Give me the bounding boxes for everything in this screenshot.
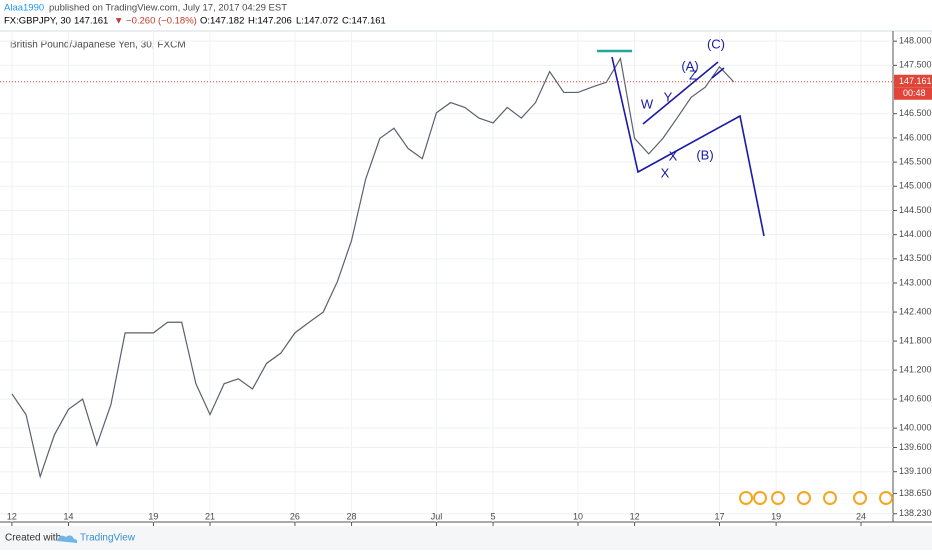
- y-tick-label: 141.200: [899, 364, 932, 374]
- x-tick-label: 19: [771, 511, 781, 521]
- wave-label: (C): [707, 36, 725, 51]
- price-line: [11, 56, 735, 479]
- x-tick-label: 12: [7, 511, 17, 521]
- y-tick-label: 145.500: [899, 156, 932, 166]
- countdown-label: 00:48: [903, 88, 926, 98]
- event-icon[interactable]: [879, 491, 893, 505]
- event-icon[interactable]: [823, 491, 837, 505]
- wave-label: X: [669, 148, 678, 163]
- y-tick-label: 144.000: [899, 229, 932, 239]
- chart-title: British Pound/Japanese Yen, 30, FXCM: [10, 40, 186, 51]
- x-tick-label: 21: [205, 511, 215, 521]
- low: L:147.072: [296, 16, 338, 27]
- event-icon[interactable]: [753, 491, 767, 505]
- price: 147.161: [74, 16, 108, 27]
- y-tick-label: 147.500: [899, 60, 932, 70]
- x-tick-label: Jul: [431, 511, 443, 521]
- drawings: W Y X X Z (A) (B) (C): [597, 36, 765, 237]
- event-icon[interactable]: [739, 491, 753, 505]
- y-tick-label: 138.230: [899, 508, 932, 518]
- y-tick-label: 148.000: [899, 36, 932, 46]
- last-price-label: 147.161: [899, 76, 932, 86]
- y-tick-label: 146.000: [899, 132, 932, 142]
- symbol: FX:GBPJPY, 30: [4, 16, 71, 27]
- close: C:147.161: [342, 16, 386, 27]
- x-tick-label: 26: [290, 511, 300, 521]
- y-tick-label: 146.500: [899, 108, 932, 118]
- x-tick-label: 14: [63, 511, 73, 521]
- x-tick-label: 10: [573, 511, 583, 521]
- event-icon[interactable]: [797, 491, 811, 505]
- footer-brand[interactable]: TradingView: [80, 533, 136, 544]
- footer-text: Created with: [5, 533, 61, 544]
- y-tick-label: 143.000: [899, 277, 932, 287]
- channel-line: [711, 67, 725, 79]
- y-tick-label: 143.500: [899, 253, 932, 263]
- logo: [57, 535, 78, 543]
- wave-line: [611, 56, 765, 237]
- x-tick-label: 5: [491, 511, 496, 521]
- channel-line: [642, 61, 719, 125]
- wave-label: X: [661, 165, 670, 180]
- y-tick-label: 140.000: [899, 423, 932, 433]
- wave-label: (B): [696, 147, 713, 162]
- event-icon[interactable]: [853, 491, 867, 505]
- y-tick-label: 139.600: [899, 442, 932, 452]
- author[interactable]: Alaa1990: [4, 3, 44, 14]
- y-tick-label: 145.000: [899, 181, 932, 191]
- x-tick-label: 28: [347, 511, 357, 521]
- y-tick-label: 138.650: [899, 488, 932, 498]
- x-tick-label: 19: [148, 511, 158, 521]
- wave-label: W: [641, 96, 654, 111]
- open: O:147.182: [200, 16, 244, 27]
- x-tick-label: 12: [630, 511, 640, 521]
- published: published on TradingView.com, July 17, 2…: [49, 3, 287, 14]
- countdown-box: [894, 87, 932, 100]
- y-tick-label: 139.100: [899, 466, 932, 476]
- y-tick-label: 140.600: [899, 394, 932, 404]
- y-tick-label: 141.800: [899, 335, 932, 345]
- y-tick-label: 142.400: [899, 306, 932, 316]
- x-tick-label: 17: [714, 511, 724, 521]
- wave-label: Z: [689, 67, 697, 82]
- change: ▼ −0.260 (−0.18%): [114, 16, 197, 27]
- wave-label: (A): [681, 58, 698, 73]
- last-price-box: [894, 74, 932, 88]
- y-tick-label: 144.500: [899, 205, 932, 215]
- footer: [0, 526, 932, 550]
- event-icons: [739, 491, 893, 505]
- event-icon[interactable]: [771, 491, 785, 505]
- x-tick-label: 24: [856, 511, 866, 521]
- high: H:147.206: [248, 16, 292, 27]
- wave-label: Y: [664, 89, 673, 104]
